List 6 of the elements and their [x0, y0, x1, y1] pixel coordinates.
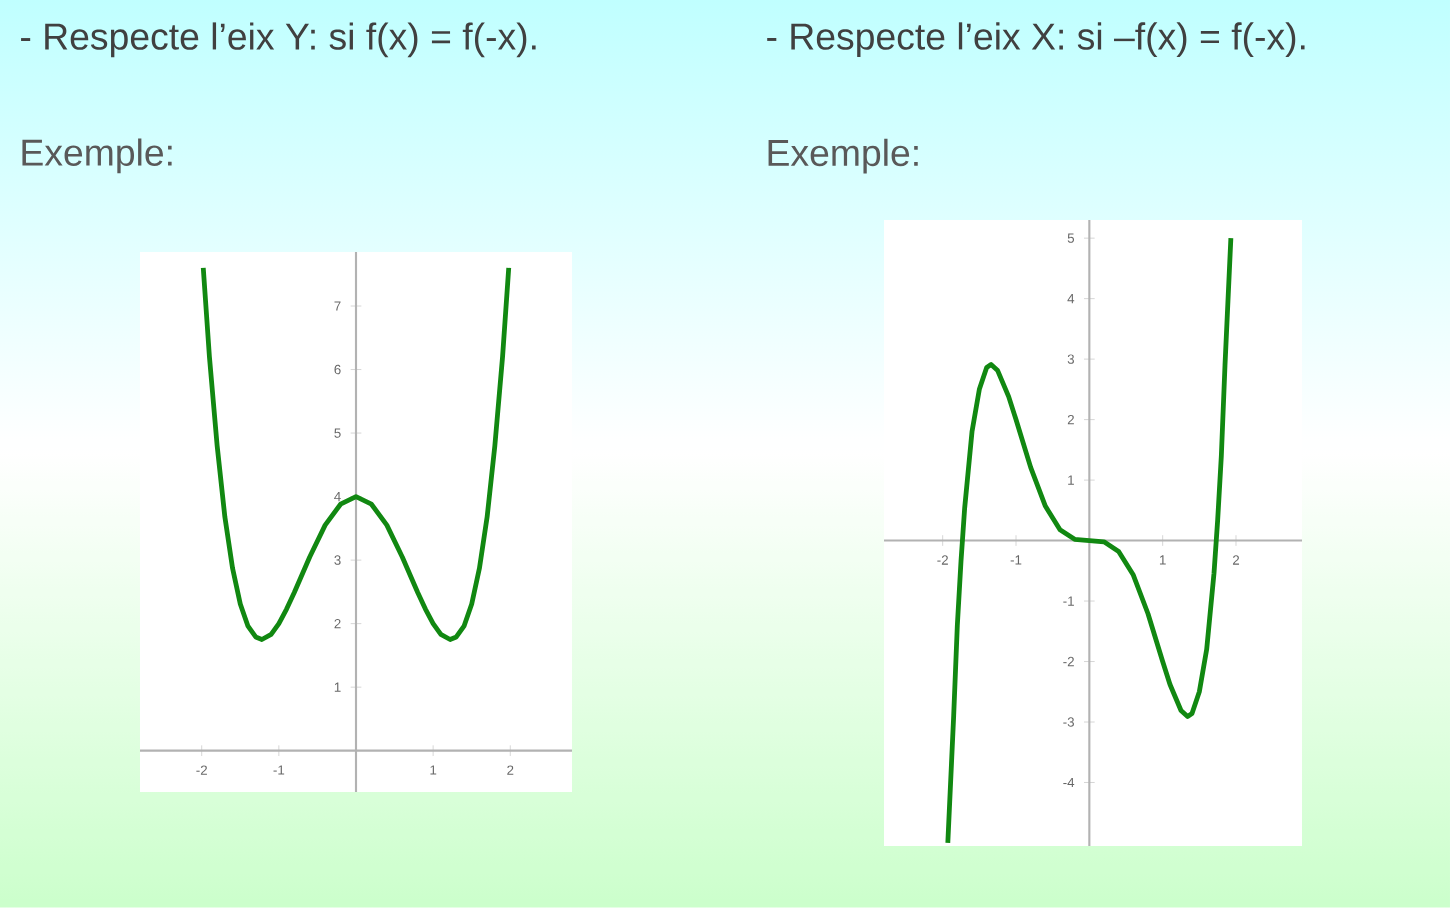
line-series: [945, 235, 1234, 846]
line-series: [200, 265, 512, 642]
chart-subtitle: Exemple:: [768, 138, 918, 174]
chart-subtitle: Exemple:: [22, 138, 172, 174]
chart-title: - Respecte l’eix Y: si f(x) = f(-x).: [21, 22, 536, 58]
chart-title: - Respecte l’eix X: si –f(x) = f(-x).: [767, 22, 1305, 58]
